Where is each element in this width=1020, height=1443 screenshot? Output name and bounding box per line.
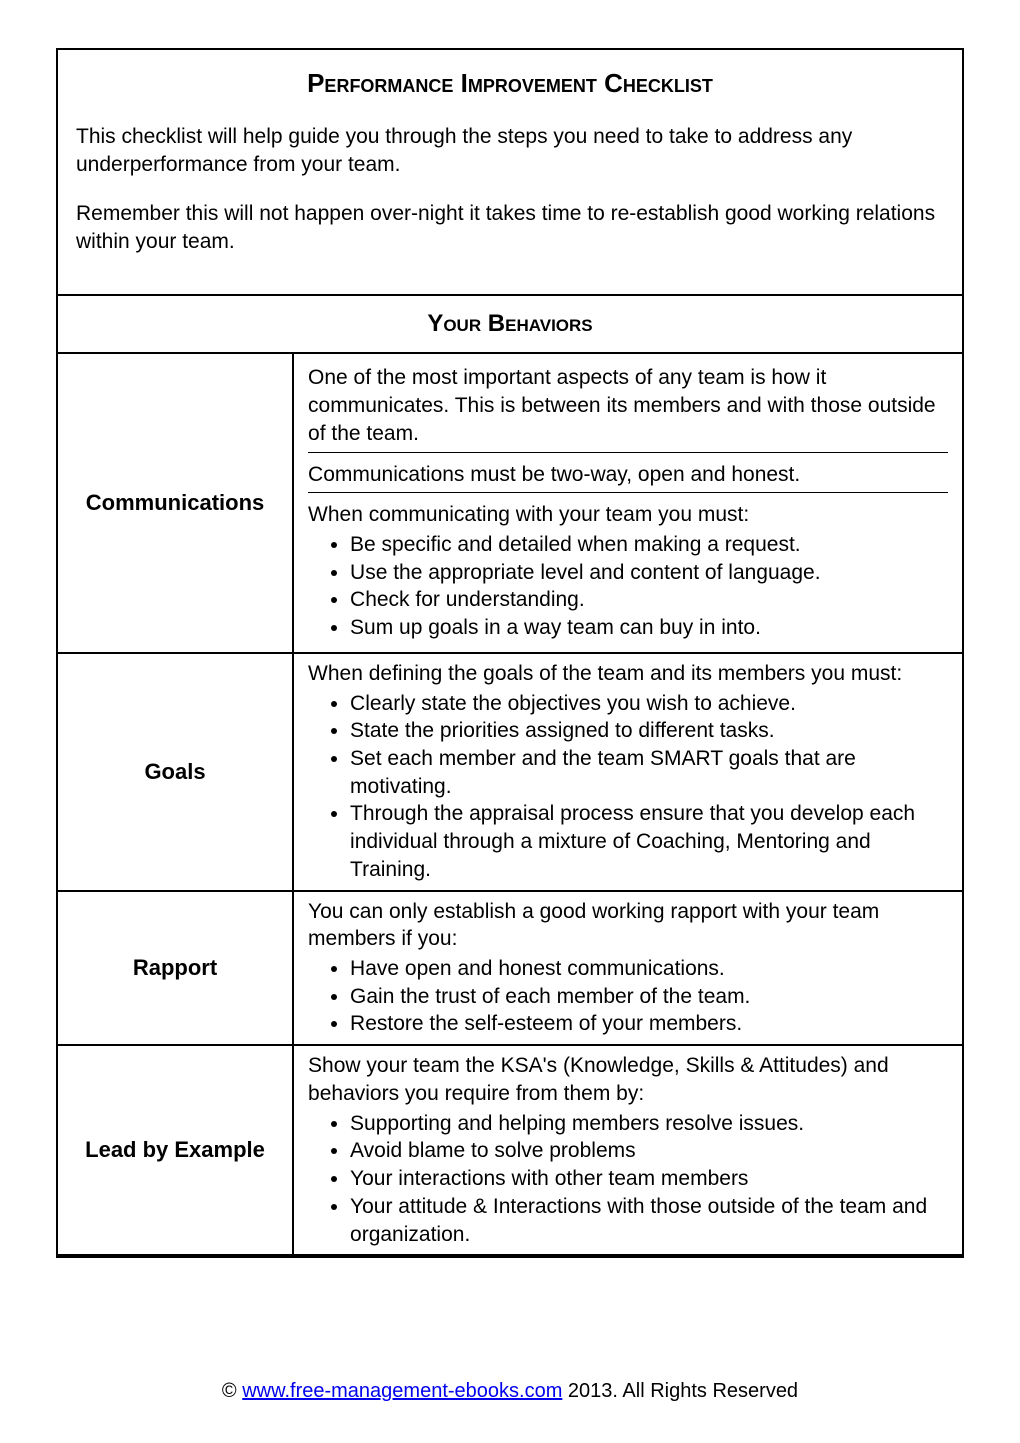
list-item: Avoid blame to solve problems <box>350 1137 948 1165</box>
list-item: Your attitude & Interactions with those … <box>350 1193 948 1248</box>
intro-paragraph-2: Remember this will not happen over-night… <box>76 200 944 257</box>
communications-lead: When communicating with your team you mu… <box>308 501 948 529</box>
goals-lead: When defining the goals of the team and … <box>308 660 948 688</box>
list-item: Use the appropriate level and content of… <box>350 559 948 587</box>
list-item: Sum up goals in a way team can buy in in… <box>350 614 948 642</box>
behaviors-table: Communications One of the most important… <box>58 354 962 1256</box>
table-row: Goals When defining the goals of the tea… <box>58 653 962 891</box>
footer-rights: 2013. All Rights Reserved <box>562 1380 798 1402</box>
row-label-communications: Communications <box>58 354 293 652</box>
document-frame: Performance Improvement Checklist This c… <box>56 48 964 1258</box>
page-footer: © www.free-management-ebooks.com 2013. A… <box>0 1380 1020 1403</box>
row-content-lead-by-example: Show your team the KSA's (Knowledge, Ski… <box>293 1045 962 1255</box>
intro-block: This checklist will help guide you throu… <box>58 123 962 294</box>
row-content-communications: One of the most important aspects of any… <box>293 354 962 652</box>
list-item: Clearly state the objectives you wish to… <box>350 690 948 718</box>
section-header-your-behaviors: Your Behaviors <box>58 294 962 354</box>
goals-bullet-list: Clearly state the objectives you wish to… <box>308 690 948 884</box>
lead-by-example-bullet-list: Supporting and helping members resolve i… <box>308 1110 948 1249</box>
list-item: Check for understanding. <box>350 586 948 614</box>
table-row: Lead by Example Show your team the KSA's… <box>58 1045 962 1255</box>
row-label-rapport: Rapport <box>58 891 293 1046</box>
document-title: Performance Improvement Checklist <box>58 50 962 123</box>
table-row: Communications One of the most important… <box>58 354 962 652</box>
list-item: Supporting and helping members resolve i… <box>350 1110 948 1138</box>
list-item: Through the appraisal process ensure tha… <box>350 800 948 883</box>
list-item: Restore the self-esteem of your members. <box>350 1010 948 1038</box>
footer-link[interactable]: www.free-management-ebooks.com <box>242 1380 562 1402</box>
list-item: State the priorities assigned to differe… <box>350 717 948 745</box>
copyright-symbol: © <box>222 1380 237 1402</box>
intro-paragraph-1: This checklist will help guide you throu… <box>76 123 944 180</box>
list-item: Have open and honest communications. <box>350 955 948 983</box>
communications-bullets-block: When communicating with your team you mu… <box>308 497 948 646</box>
list-item: Be specific and detailed when making a r… <box>350 531 948 559</box>
communications-bullet-list: Be specific and detailed when making a r… <box>308 531 948 642</box>
list-item: Set each member and the team SMART goals… <box>350 745 948 800</box>
row-content-rapport: You can only establish a good working ra… <box>293 891 962 1046</box>
rapport-bullet-list: Have open and honest communications. Gai… <box>308 955 948 1038</box>
communications-desc-1: One of the most important aspects of any… <box>308 360 948 452</box>
rapport-lead: You can only establish a good working ra… <box>308 898 948 953</box>
row-label-lead-by-example: Lead by Example <box>58 1045 293 1255</box>
list-item: Your interactions with other team member… <box>350 1165 948 1193</box>
lead-by-example-lead: Show your team the KSA's (Knowledge, Ski… <box>308 1052 948 1107</box>
list-item: Gain the trust of each member of the tea… <box>350 983 948 1011</box>
row-label-goals: Goals <box>58 653 293 891</box>
table-row: Rapport You can only establish a good wo… <box>58 891 962 1046</box>
communications-desc-2: Communications must be two-way, open and… <box>308 457 948 494</box>
row-content-goals: When defining the goals of the team and … <box>293 653 962 891</box>
